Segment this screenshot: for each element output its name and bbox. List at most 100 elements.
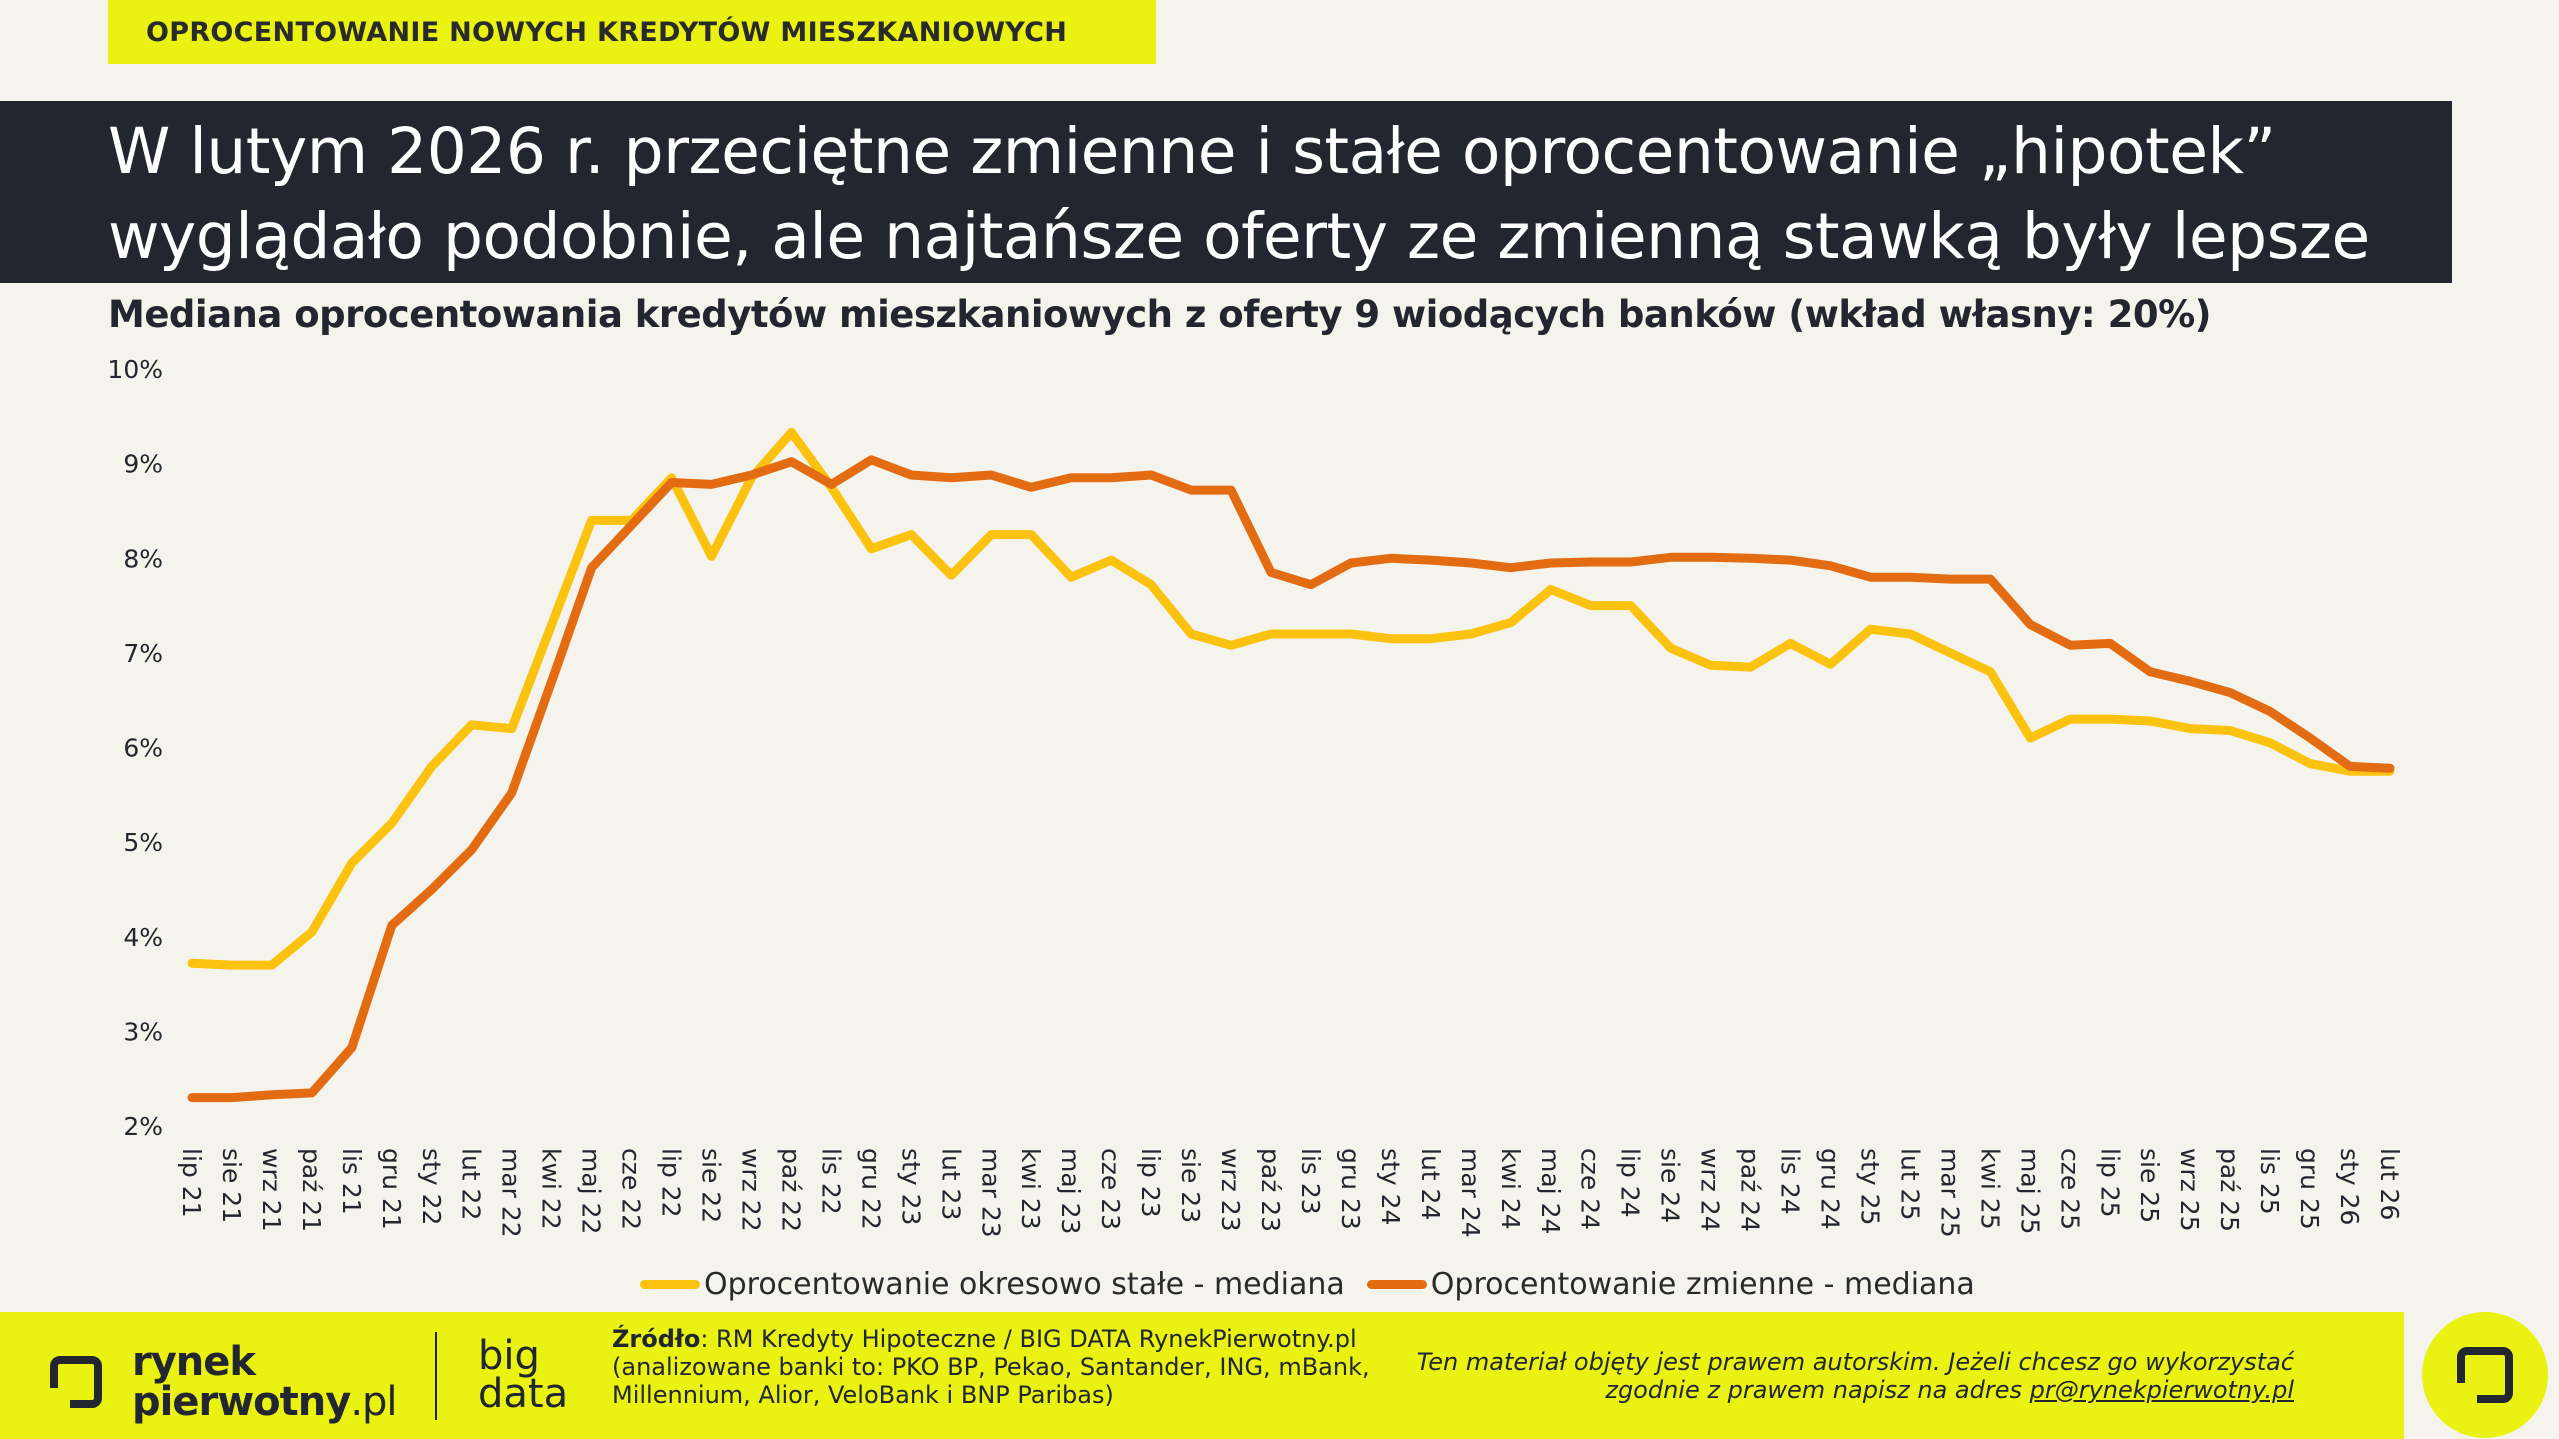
data-point-variable (1310, 584, 1312, 586)
data-point-variable (2109, 642, 2111, 644)
x-tick-label: kwi 23 (1016, 1148, 1045, 1230)
legend-label-fixed: Oprocentowanie okresowo stałe - mediana (704, 1267, 1345, 1302)
data-point-fixed (2269, 742, 2271, 744)
data-point-fixed (1270, 633, 1272, 635)
legend-item-fixed: Oprocentowanie okresowo stałe - mediana (640, 1267, 1345, 1302)
data-point-fixed (1390, 638, 1392, 640)
data-point-fixed (1470, 633, 1472, 635)
x-tick-label: maj 23 (1056, 1148, 1085, 1234)
data-point-variable (830, 483, 832, 485)
data-point-variable (2149, 671, 2151, 673)
y-tick-label: 2% (123, 1112, 163, 1141)
x-tick-label: lip 24 (1616, 1148, 1645, 1218)
x-tick-label: lis 25 (2255, 1148, 2284, 1215)
data-point-variable (1070, 477, 1072, 479)
data-point-variable (1710, 556, 1712, 558)
rynekpierwotny-logo[interactable]: rynek pierwotny.pl (48, 1342, 398, 1425)
y-tick-label: 6% (123, 734, 163, 763)
copyright-line-1: Ten materiał objęty jest prawem autorski… (1416, 1348, 2294, 1376)
data-point-fixed (1510, 622, 1512, 624)
x-tick-label: maj 25 (2015, 1148, 2044, 1234)
x-tick-label: kwi 25 (1975, 1148, 2004, 1230)
data-point-variable (1670, 556, 1672, 558)
legend-label-variable: Oprocentowanie zmienne - mediana (1430, 1267, 1975, 1302)
footer-divider (435, 1332, 437, 1420)
corner-square-icon (2455, 1347, 2513, 1405)
x-tick-label: lis 21 (337, 1148, 366, 1215)
x-tick-label: lip 22 (657, 1148, 686, 1218)
data-point-fixed (1070, 576, 1072, 578)
data-point-variable (311, 1092, 313, 1094)
data-point-fixed (391, 822, 393, 824)
data-point-fixed (351, 862, 353, 864)
data-point-variable (1550, 562, 1552, 564)
data-point-fixed (2109, 718, 2111, 720)
bigdata-word-data: data (478, 1371, 569, 1417)
x-tick-label: wrz 25 (2175, 1148, 2204, 1232)
data-point-variable (1430, 559, 1432, 561)
y-tick-label: 4% (123, 923, 163, 952)
data-point-fixed (271, 964, 273, 966)
chart-legend: Oprocentowanie okresowo stałe - mediana … (640, 1267, 1997, 1302)
data-point-fixed (711, 555, 713, 557)
x-tick-label: sie 21 (217, 1148, 246, 1223)
data-point-variable (1590, 561, 1592, 563)
x-tick-label: cze 24 (1576, 1148, 1605, 1230)
data-point-variable (1150, 474, 1152, 476)
data-point-fixed (1830, 663, 1832, 665)
data-point-fixed (1430, 638, 1432, 640)
data-point-variable (2029, 623, 2031, 625)
x-tick-label: lut 26 (2375, 1148, 2404, 1220)
data-point-fixed (1350, 633, 1352, 635)
headline-line-2: wyglądało podobnie, ale najtańsze oferty… (108, 200, 2370, 273)
data-point-fixed (1909, 633, 1911, 635)
data-point-variable (1909, 576, 1911, 578)
data-point-variable (870, 459, 872, 461)
y-tick-label: 8% (123, 544, 163, 573)
copyright-note: Ten materiał objęty jest prawem autorski… (1417, 1348, 2294, 1404)
data-point-fixed (1550, 588, 1552, 590)
data-point-fixed (2069, 718, 2071, 720)
x-tick-label: cze 23 (1096, 1148, 1125, 1230)
data-point-fixed (990, 534, 992, 536)
data-point-variable (1949, 578, 1951, 580)
data-point-fixed (511, 728, 513, 730)
x-tick-label: cze 22 (617, 1148, 646, 1230)
source-line-3: Millennium, Alior, VeloBank i BNP Pariba… (612, 1381, 1114, 1409)
x-tick-label: paź 24 (1736, 1148, 1765, 1232)
data-point-fixed (1869, 628, 1871, 630)
x-tick-label: gru 25 (2295, 1148, 2324, 1230)
data-point-fixed (1750, 666, 1752, 668)
source-note: Źródło: RM Kredyty Hipoteczne / BIG DATA… (612, 1325, 1370, 1409)
data-point-fixed (1110, 559, 1112, 561)
x-tick-label: paź 23 (1256, 1148, 1285, 1232)
data-point-fixed (1310, 633, 1312, 635)
x-tick-label: lip 21 (177, 1148, 206, 1218)
data-point-fixed (1150, 584, 1152, 586)
logo-word-pierwotny-main: pierwotny (132, 1379, 351, 1425)
series-line-fixed (187, 427, 2395, 970)
top-tag: OPROCENTOWANIE NOWYCH KREDYTÓW MIESZKANI… (108, 0, 1156, 64)
data-point-fixed (870, 548, 872, 550)
data-point-variable (2189, 680, 2191, 682)
data-point-variable (1030, 486, 1032, 488)
x-tick-label: paź 25 (2215, 1148, 2244, 1232)
copyright-text: zgodnie z prawem napisz na adres (1605, 1376, 2030, 1404)
source-text: : RM Kredyty Hipoteczne / BIG DATA Rynek… (700, 1325, 1357, 1353)
data-point-fixed (2309, 763, 2311, 765)
data-point-fixed (1230, 644, 1232, 646)
data-point-variable (2309, 737, 2311, 739)
data-point-variable (1989, 578, 1991, 580)
data-point-fixed (2189, 728, 2191, 730)
data-point-fixed (431, 765, 433, 767)
headline-line-1: W lutym 2026 r. przeciętne zmienne i sta… (108, 115, 2276, 188)
data-point-variable (471, 849, 473, 851)
x-tick-label: sty 23 (896, 1148, 925, 1225)
logo-text: rynek pierwotny.pl (132, 1342, 398, 1425)
data-point-fixed (1590, 605, 1592, 607)
data-point-variable (2229, 692, 2231, 694)
headline-banner: W lutym 2026 r. przeciętne zmienne i sta… (0, 101, 2452, 283)
contact-email-link[interactable]: pr@rynekpierwotny.pl (2029, 1376, 2294, 1404)
data-point-variable (1110, 477, 1112, 479)
y-tick-label: 5% (123, 828, 163, 857)
